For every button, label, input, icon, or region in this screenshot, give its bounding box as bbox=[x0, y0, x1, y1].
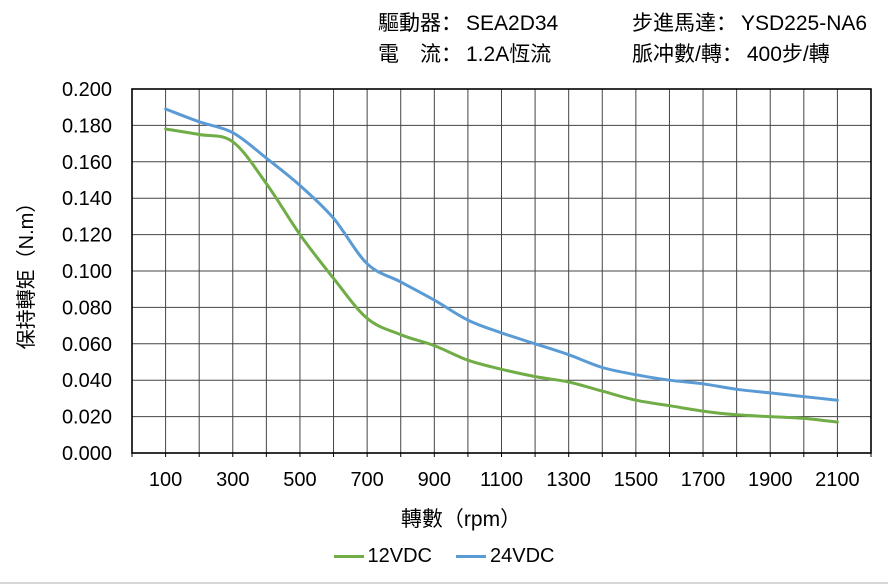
y-tick-label: 0.040 bbox=[62, 370, 112, 392]
pulses-label: 脈冲數/轉： bbox=[632, 43, 743, 66]
x-tick-label: 1900 bbox=[748, 469, 793, 491]
x-tick-label: 900 bbox=[418, 469, 451, 491]
y-tick-label: 0.020 bbox=[62, 407, 112, 429]
driver-label: 驅動器： bbox=[378, 12, 462, 35]
x-tick-label: 1700 bbox=[681, 469, 726, 491]
legend-item-12vdc: 12VDC bbox=[333, 545, 432, 568]
driver-row: 驅動器： SEA2D34 bbox=[378, 8, 558, 39]
plot-border bbox=[131, 88, 872, 454]
y-tick-label: 0.200 bbox=[62, 79, 112, 101]
y-tick-label: 0.000 bbox=[62, 443, 112, 465]
x-tick-label: 300 bbox=[216, 469, 249, 491]
x-tick-label: 1100 bbox=[480, 469, 523, 491]
motor-row: 步進馬達： YSD225-NA6 bbox=[632, 8, 867, 39]
current-value: 1.2A恆流 bbox=[466, 43, 552, 66]
pulses-row: 脈冲數/轉： 400步/轉 bbox=[632, 39, 867, 70]
current-label: 電 流： bbox=[378, 43, 462, 66]
chart-legend: 12VDC 24VDC bbox=[0, 545, 888, 568]
legend-label-24vdc: 24VDC bbox=[490, 545, 555, 567]
x-axis-title: 轉數（rpm） bbox=[400, 508, 522, 531]
curve-12VDC bbox=[164, 127, 839, 424]
y-axis-title: 保持轉矩（N.m） bbox=[16, 192, 38, 350]
y-tick-label: 0.060 bbox=[62, 334, 112, 356]
x-tick-label: 1500 bbox=[614, 469, 659, 491]
x-tick-label: 700 bbox=[350, 469, 383, 491]
x-tick-label: 2100 bbox=[815, 469, 860, 491]
y-tick-label: 0.140 bbox=[62, 188, 112, 210]
y-tick-label: 0.180 bbox=[62, 115, 112, 137]
legend-item-24vdc: 24VDC bbox=[456, 545, 554, 568]
motor-label: 步進馬達： bbox=[632, 12, 737, 35]
12vdc-line-marker-icon bbox=[333, 555, 364, 558]
24vdc-line-marker-icon bbox=[456, 555, 486, 558]
header-left-column: 驅動器： SEA2D34 電 流： 1.2A恆流 bbox=[378, 8, 558, 70]
y-tick-label: 0.120 bbox=[62, 225, 112, 247]
y-tick-label: 0.100 bbox=[62, 261, 112, 283]
current-row: 電 流： 1.2A恆流 bbox=[378, 39, 558, 70]
curve-24VDC bbox=[164, 107, 839, 402]
y-tick-label: 0.080 bbox=[62, 297, 112, 319]
legend-label-12vdc: 12VDC bbox=[367, 545, 432, 567]
pulses-value: 400步/轉 bbox=[746, 43, 830, 66]
x-tick-label: 100 bbox=[149, 469, 182, 491]
x-tick-label: 500 bbox=[283, 469, 316, 491]
y-tick-label: 0.160 bbox=[62, 152, 112, 174]
driver-value: SEA2D34 bbox=[466, 12, 559, 35]
bottom-divider bbox=[0, 582, 888, 584]
header-right-column: 步進馬達： YSD225-NA6 脈冲數/轉： 400步/轉 bbox=[632, 8, 867, 70]
motor-value: YSD225-NA6 bbox=[741, 12, 868, 35]
x-tick-label: 1300 bbox=[546, 469, 591, 491]
